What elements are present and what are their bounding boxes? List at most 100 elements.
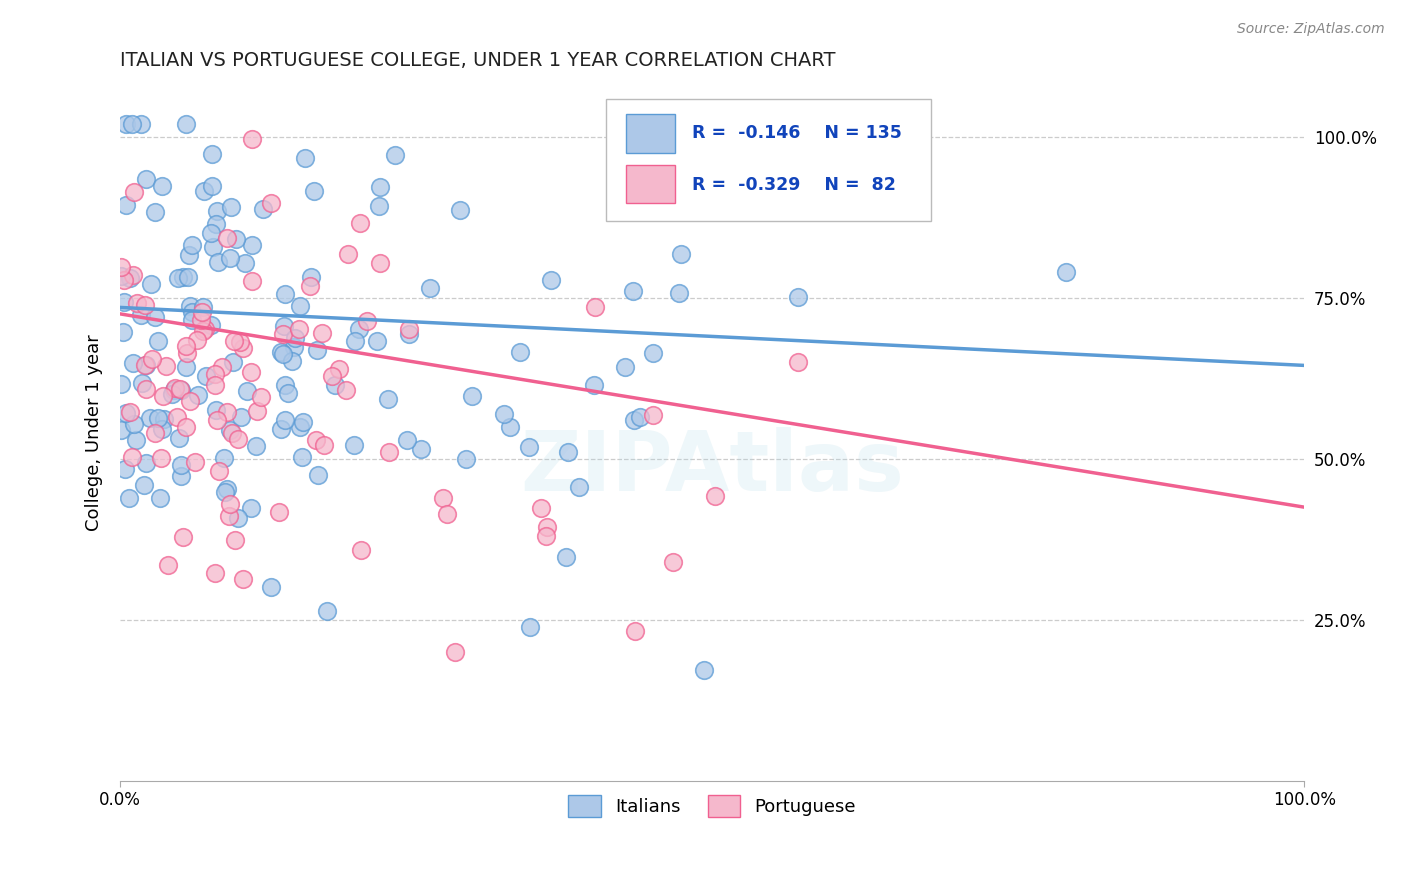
Point (179, 300, 201, 314)
Point (692, 663, 714, 677)
Point (112, 295, 135, 310)
Point (252, 202, 274, 216)
Point (294, 152, 316, 166)
Point (669, 247, 692, 261)
Point (643, 345, 665, 359)
Point (191, 304, 214, 318)
Y-axis label: College, Under 1 year: College, Under 1 year (86, 334, 103, 532)
Point (141, 352, 163, 367)
Point (668, 285, 690, 300)
Point (337, 246, 360, 260)
Point (219, 251, 242, 265)
Point (156, 558, 179, 573)
Point (628, 409, 651, 424)
Point (349, 216, 371, 230)
Point (181, 238, 204, 252)
Point (235, 256, 257, 270)
Point (150, 422, 173, 436)
Point (239, 500, 262, 515)
Point (517, 440, 540, 454)
Point (186, 333, 208, 347)
Point (135, 171, 157, 186)
Point (184, 455, 207, 469)
Point (114, 462, 136, 476)
Point (444, 645, 467, 659)
Point (179, 248, 201, 262)
Point (122, 268, 145, 283)
Point (174, 339, 197, 353)
Point (195, 369, 218, 384)
Point (149, 491, 172, 505)
Point (110, 268, 132, 283)
Point (204, 368, 226, 382)
Point (454, 451, 477, 466)
Point (169, 431, 191, 445)
Point (204, 378, 226, 392)
Point (312, 437, 335, 451)
Point (149, 450, 172, 465)
Point (118, 270, 141, 285)
Point (174, 420, 197, 434)
Point (641, 408, 664, 422)
Point (131, 117, 153, 131)
Point (207, 413, 229, 427)
Point (114, 273, 136, 287)
Point (621, 284, 644, 298)
Point (398, 326, 420, 341)
Point (335, 384, 357, 398)
Point (200, 227, 222, 241)
Point (179, 394, 201, 409)
Point (121, 117, 143, 131)
Point (284, 331, 307, 345)
Point (219, 423, 242, 437)
Point (321, 368, 343, 383)
Point (304, 184, 326, 198)
FancyBboxPatch shape (606, 99, 931, 221)
Point (135, 358, 157, 372)
Point (152, 389, 174, 403)
Point (193, 185, 215, 199)
Point (204, 566, 226, 581)
Point (177, 269, 200, 284)
Point (283, 340, 305, 354)
Point (349, 321, 371, 335)
Point (204, 403, 226, 417)
Point (224, 533, 246, 548)
Point (554, 549, 576, 564)
Point (246, 404, 269, 418)
Point (311, 326, 333, 340)
Point (134, 358, 156, 372)
Point (557, 445, 579, 459)
Point (287, 321, 309, 335)
Point (419, 281, 441, 295)
Point (368, 179, 391, 194)
Point (271, 327, 294, 342)
Point (343, 438, 366, 452)
Point (260, 580, 283, 594)
Point (299, 270, 322, 285)
Point (201, 146, 224, 161)
Point (219, 201, 242, 215)
Point (174, 117, 197, 131)
FancyBboxPatch shape (626, 165, 675, 203)
Point (172, 530, 194, 544)
Point (148, 411, 170, 425)
Point (110, 377, 132, 392)
Point (170, 383, 193, 397)
Point (536, 520, 558, 534)
Point (240, 132, 263, 146)
Text: R =  -0.329    N =  82: R = -0.329 N = 82 (692, 176, 896, 194)
Point (305, 434, 328, 448)
Point (122, 185, 145, 199)
Point (288, 299, 311, 313)
Point (384, 148, 406, 162)
Point (270, 344, 292, 359)
Point (409, 442, 432, 456)
Point (217, 404, 239, 418)
Point (260, 196, 283, 211)
Point (624, 624, 647, 639)
Point (170, 458, 193, 472)
Point (432, 491, 454, 505)
Point (181, 313, 204, 327)
Point (194, 322, 217, 336)
